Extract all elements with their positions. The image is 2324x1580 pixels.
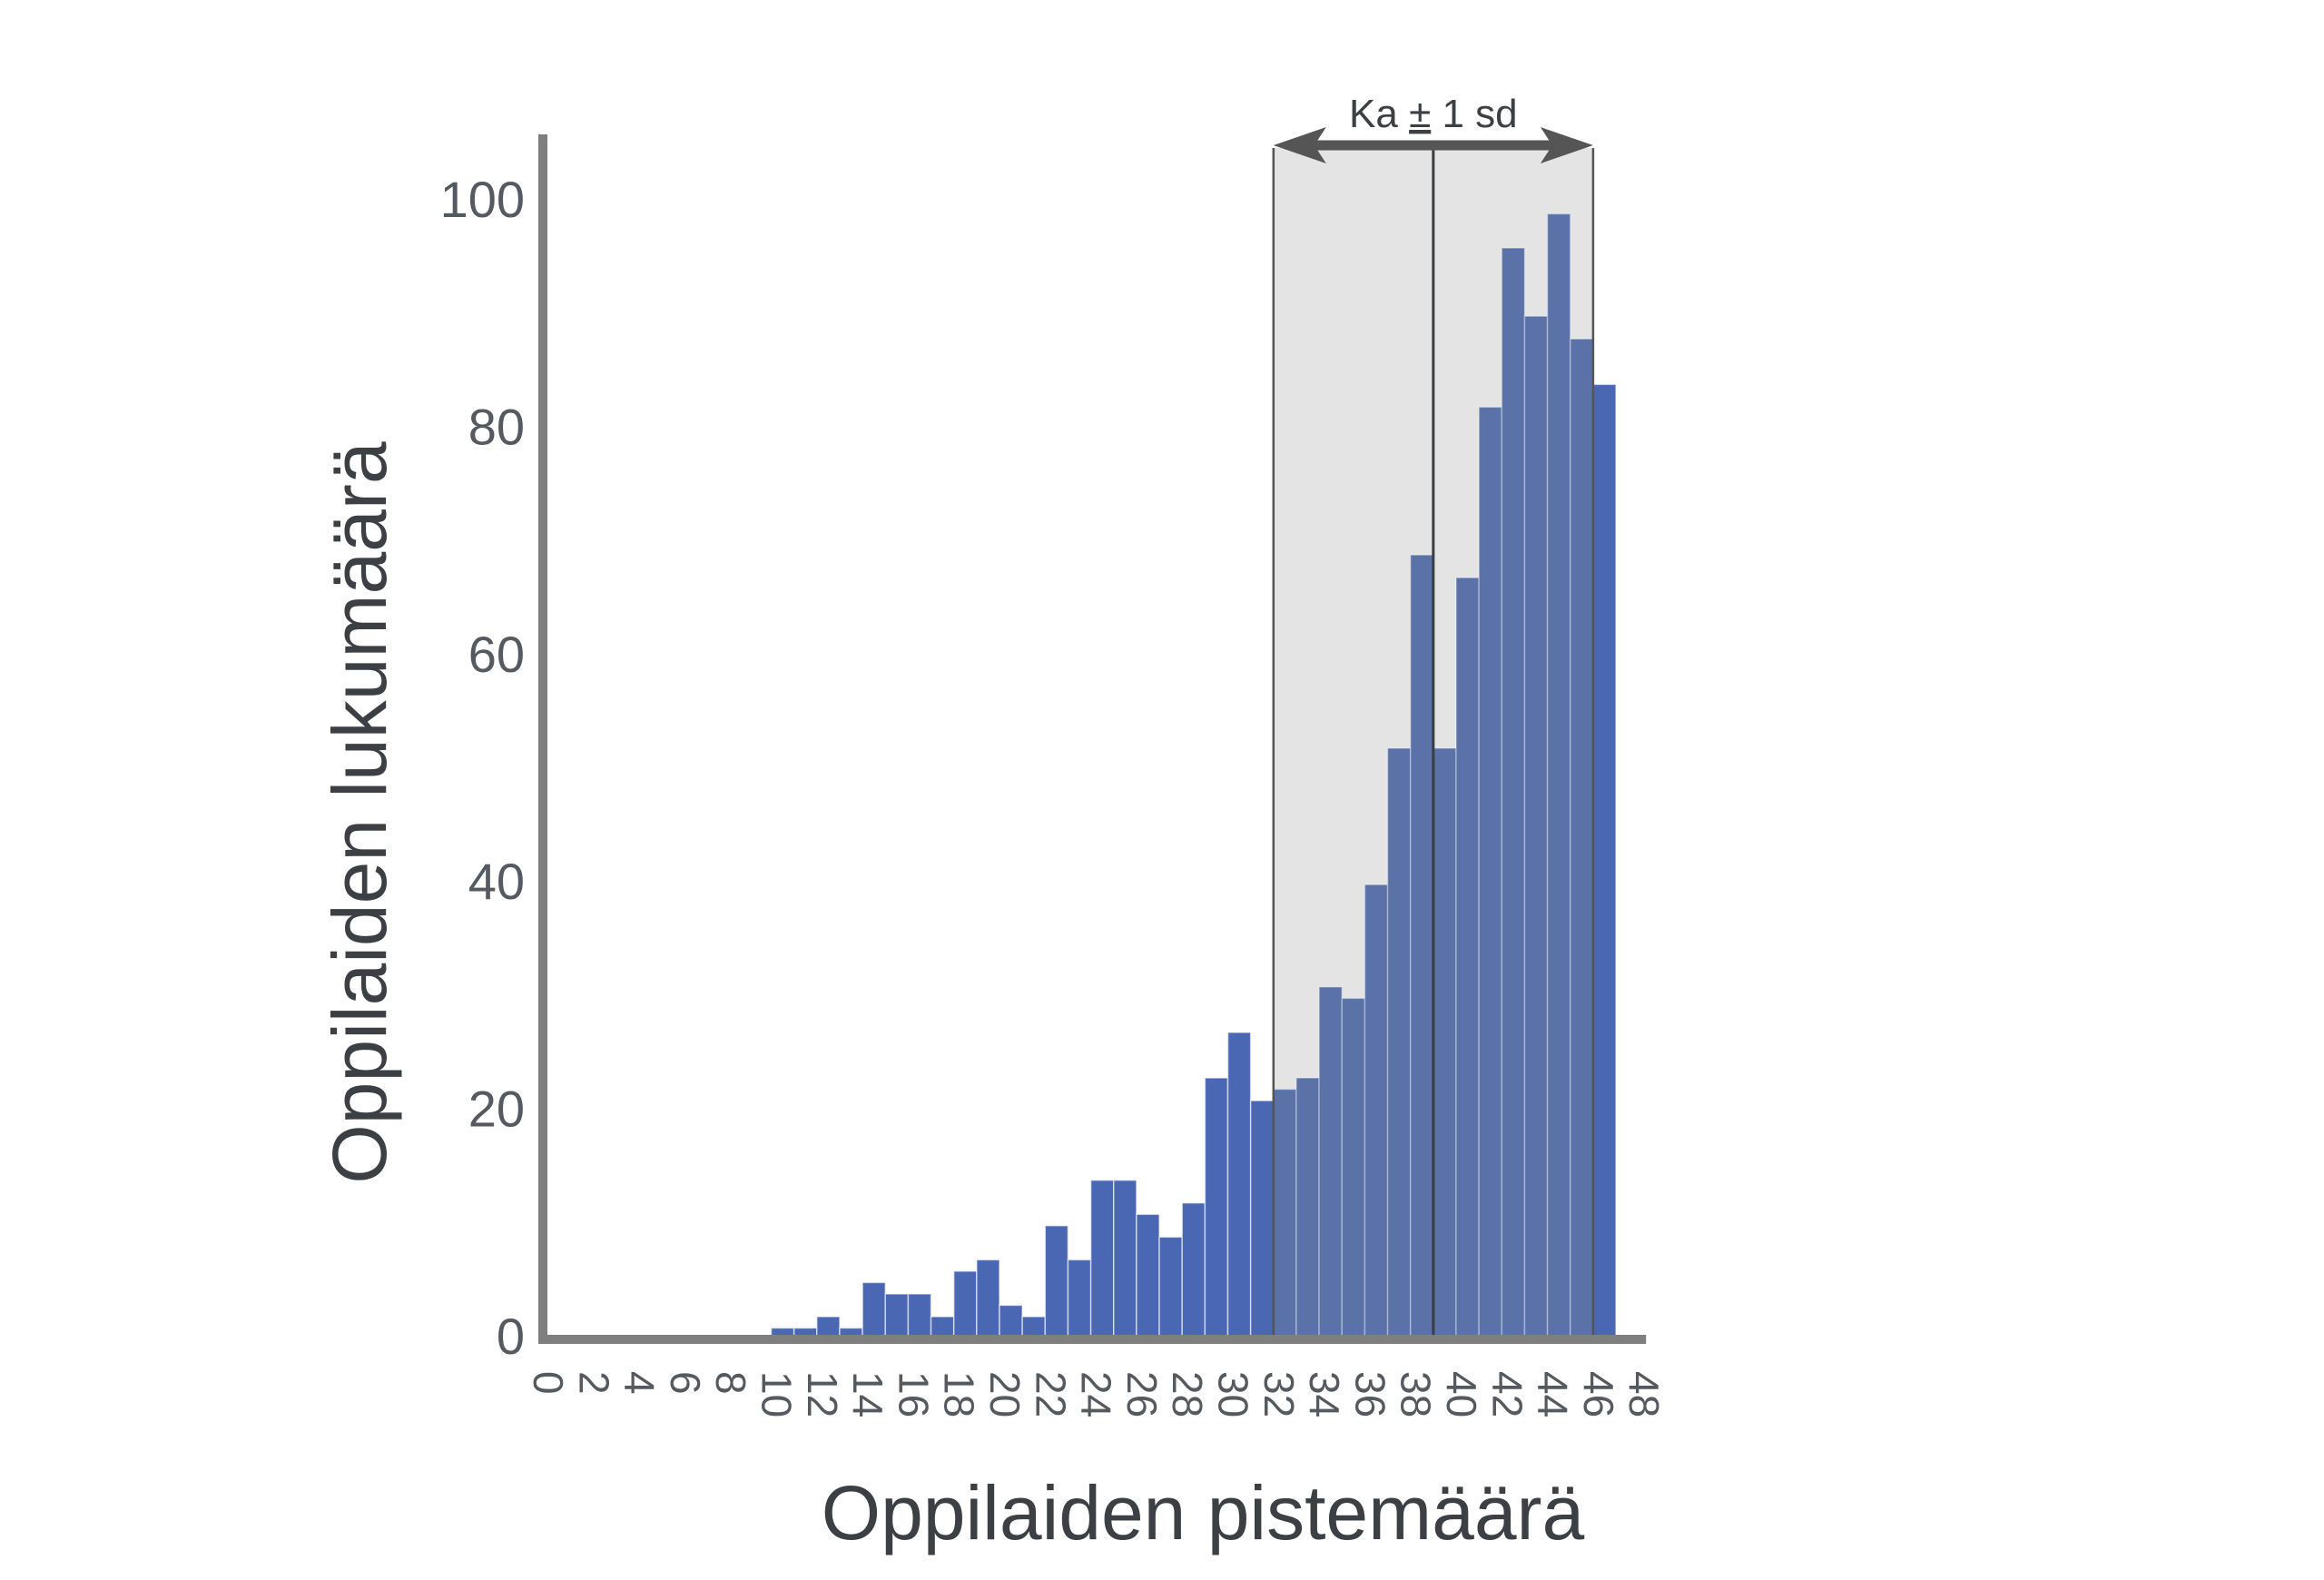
bar-16 <box>907 1293 932 1340</box>
y-tick-label: 100 <box>440 171 525 228</box>
x-axis-label: Oppilaiden pistemäärä <box>822 1470 1585 1555</box>
bar-22 <box>1044 1225 1069 1340</box>
x-tick-label: 14 <box>844 1371 891 1417</box>
sd-annotation-prefix: Ka <box>1349 92 1409 136</box>
y-tick-labels: 0 20 40 60 80 100 <box>440 171 525 1365</box>
bar-44 <box>1546 212 1571 1340</box>
x-tick-label: 6 <box>662 1371 709 1395</box>
bar-23 <box>1067 1259 1092 1340</box>
sd-annotation-suffix: 1 sd <box>1431 92 1517 136</box>
bar-30 <box>1226 1032 1252 1340</box>
x-tick-label: 0 <box>525 1371 572 1395</box>
bar-42 <box>1501 247 1526 1340</box>
x-tick-label: 40 <box>1438 1371 1485 1417</box>
bars-layer <box>770 212 1617 1340</box>
x-tick-label: 10 <box>753 1371 801 1417</box>
bar-24 <box>1089 1179 1115 1340</box>
bar-45 <box>1570 338 1594 1340</box>
x-tick-label: 36 <box>1346 1371 1393 1417</box>
axes-layer <box>538 134 1647 1344</box>
x-tick-labels: 0246810121416182022242628303234363840424… <box>525 1371 1668 1417</box>
bar-27 <box>1158 1236 1183 1340</box>
x-tick-label: 26 <box>1118 1371 1166 1417</box>
x-tick-label: 32 <box>1256 1371 1303 1417</box>
bar-36 <box>1364 884 1389 1340</box>
arrow-right-head <box>1540 127 1593 163</box>
bar-40 <box>1455 577 1480 1340</box>
bar-34 <box>1318 986 1343 1340</box>
bar-41 <box>1478 406 1503 1340</box>
x-tick-label: 24 <box>1073 1371 1120 1417</box>
bar-46 <box>1592 383 1617 1340</box>
sd-annotation: Ka ± 1 sd <box>1349 92 1518 136</box>
bar-37 <box>1386 747 1412 1340</box>
x-tick-label: 34 <box>1301 1371 1348 1417</box>
x-tick-label: 8 <box>707 1371 754 1395</box>
x-tick-label: 12 <box>799 1371 846 1417</box>
y-axis-label: Oppilaiden lukumäärä <box>317 441 402 1183</box>
x-tick-label: 38 <box>1393 1371 1440 1417</box>
y-tick-label: 0 <box>497 1308 525 1365</box>
y-tick-label: 40 <box>468 853 525 910</box>
bar-39 <box>1433 747 1457 1340</box>
bar-18 <box>952 1270 978 1340</box>
bar-29 <box>1204 1077 1229 1340</box>
x-tick-label: 4 <box>616 1371 664 1395</box>
band-lines-layer <box>1272 148 1595 1339</box>
plus-minus-symbol: ± <box>1409 92 1431 136</box>
y-tick-label: 80 <box>468 398 525 455</box>
y-tick-label: 20 <box>468 1081 525 1138</box>
bar-35 <box>1341 997 1366 1340</box>
bar-15 <box>884 1293 910 1340</box>
bar-14 <box>862 1281 886 1340</box>
x-tick-label: 28 <box>1164 1371 1211 1417</box>
bar-33 <box>1295 1077 1320 1340</box>
x-tick-label: 22 <box>1027 1371 1074 1417</box>
x-tick-label: 30 <box>1210 1371 1257 1417</box>
x-tick-label: 42 <box>1483 1371 1531 1417</box>
arrow-left-head <box>1273 127 1326 163</box>
x-tick-label: 46 <box>1575 1371 1622 1417</box>
x-tick-label: 16 <box>890 1371 937 1417</box>
x-tick-label: 20 <box>981 1371 1029 1417</box>
bar-25 <box>1113 1179 1137 1340</box>
x-tick-label: 18 <box>936 1371 983 1417</box>
bar-19 <box>976 1259 1000 1340</box>
x-tick-label: 48 <box>1620 1371 1668 1417</box>
bar-43 <box>1523 315 1549 1340</box>
bar-38 <box>1409 554 1434 1340</box>
bar-20 <box>999 1304 1023 1340</box>
x-tick-label: 44 <box>1530 1371 1577 1417</box>
bar-28 <box>1181 1202 1206 1340</box>
bar-26 <box>1136 1213 1160 1340</box>
x-tick-label: 2 <box>570 1371 617 1395</box>
y-tick-label: 60 <box>468 626 525 683</box>
bar-32 <box>1273 1088 1297 1340</box>
bar-31 <box>1249 1100 1275 1340</box>
annotation-layer: Ka ± 1 sd <box>1273 92 1593 163</box>
